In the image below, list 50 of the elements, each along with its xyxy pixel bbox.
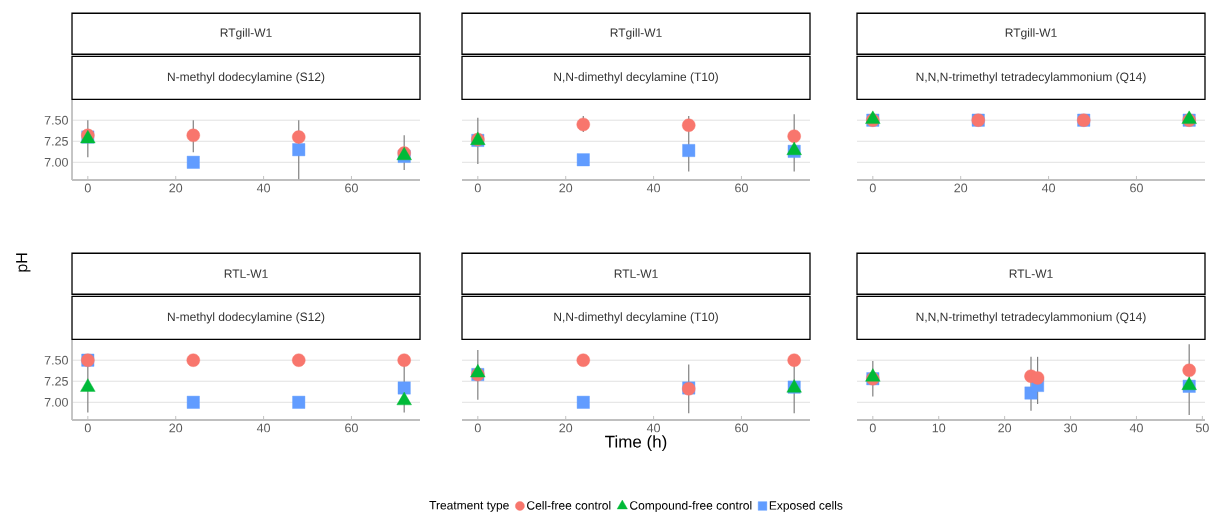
chart-title: RTL-W1 xyxy=(224,269,268,278)
x-tick-label: 40 xyxy=(1129,423,1143,433)
legend-label: Compound-free control xyxy=(630,500,752,513)
x-tick-label: 20 xyxy=(169,423,183,433)
x-tick-label: 60 xyxy=(345,423,358,433)
x-tick-label: 20 xyxy=(954,183,968,193)
chart-subtitle: N-methyl dodecylamine (S12) xyxy=(167,312,325,324)
x-tick-label: 0 xyxy=(474,183,481,193)
x-tick-label: 60 xyxy=(345,183,358,193)
x-tick-label: 40 xyxy=(1041,183,1056,193)
x-tick-label: 20 xyxy=(169,183,183,193)
x-tick-label: 20 xyxy=(998,423,1012,433)
x-tick-label: 0 xyxy=(474,423,481,433)
y-tick-label: 7.50 xyxy=(44,355,68,365)
chart-title: RTL-W1 xyxy=(614,269,658,278)
y-axis-title: pH xyxy=(16,253,31,272)
x-tick-label: 30 xyxy=(1064,423,1078,433)
chart-title: RTgill-W1 xyxy=(610,28,662,40)
chart-subtitle: N-methyl dodecylamine (S12) xyxy=(167,72,325,84)
x-tick-label: 60 xyxy=(1130,183,1143,193)
x-tick-label: 40 xyxy=(646,423,661,433)
chart-title: RTgill-W1 xyxy=(1005,28,1057,40)
legend-label: Cell-free control xyxy=(527,500,611,510)
x-axis-title: Time (h) xyxy=(605,435,667,452)
x-tick-label: 40 xyxy=(646,183,661,193)
x-tick-label: 40 xyxy=(256,423,271,433)
chart-subtitle: N,N-dimethyl decylamine (T10) xyxy=(554,312,718,324)
y-tick-label: 7.00 xyxy=(44,397,68,407)
chart-title: RTL-W1 xyxy=(1009,269,1053,278)
chart-subtitle: N,N,N-trimethyl tetradecylammonium (Q14) xyxy=(916,312,1146,324)
x-tick-label: 50 xyxy=(1195,423,1209,433)
legend-title: Treatment type xyxy=(429,501,509,512)
x-tick-label: 40 xyxy=(256,183,271,193)
x-tick-label: 0 xyxy=(869,423,876,433)
chart-subtitle: N,N,N-trimethyl tetradecylammonium (Q14) xyxy=(916,72,1146,84)
y-tick-label: 7.25 xyxy=(44,376,68,386)
x-tick-label: 20 xyxy=(559,183,573,193)
y-tick-label: 7.00 xyxy=(44,157,68,167)
x-tick-label: 0 xyxy=(869,183,876,193)
chart-subtitle: N,N-dimethyl decylamine (T10) xyxy=(554,72,718,84)
chart-title: RTgill-W1 xyxy=(220,28,272,40)
x-tick-label: 0 xyxy=(84,423,91,433)
x-tick-label: 10 xyxy=(932,423,946,433)
x-tick-label: 60 xyxy=(735,183,748,193)
x-tick-label: 0 xyxy=(84,183,91,193)
y-tick-label: 7.25 xyxy=(44,136,68,146)
y-tick-label: 7.50 xyxy=(44,115,68,125)
x-tick-label: 60 xyxy=(735,423,748,433)
legend-label: Exposed cells xyxy=(769,500,843,513)
x-tick-label: 20 xyxy=(559,423,573,433)
